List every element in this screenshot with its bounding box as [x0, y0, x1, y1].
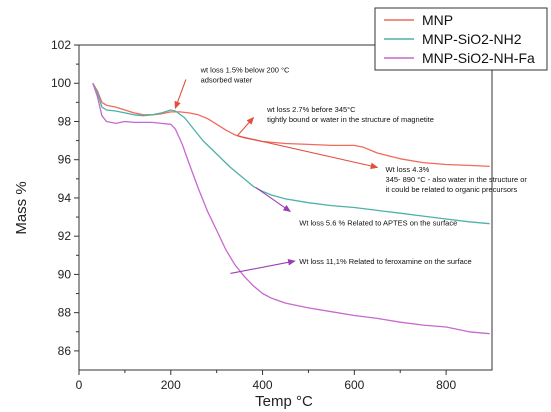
x-tick-label: 200	[161, 378, 181, 392]
annotation-arrow-3	[237, 135, 379, 170]
annotation-arrow-5	[230, 259, 296, 274]
y-axis-title: Mass %	[13, 181, 30, 234]
y-tick-label: 96	[58, 153, 72, 167]
series-line-mnp-sio2-nh2	[92, 82, 490, 225]
y-axis: 86 88 90 92 94 96 98 100 102	[51, 38, 79, 358]
annotation-text-2: tightly bound or water in the structure …	[267, 115, 434, 124]
annotation-text-3: it could be related to organic precursor…	[386, 185, 518, 194]
series-line-mnp-sio2-nh-fa	[92, 82, 490, 335]
annotation-text-3: Wt loss 4.3%	[386, 165, 430, 174]
x-tick-label: 400	[253, 378, 273, 392]
legend-label-mnp-sio2-nh2: MNP-SiO2-NH2	[422, 31, 522, 47]
annotation-arrow-2	[236, 116, 255, 137]
y-tick-label: 94	[58, 191, 72, 205]
series-line-mnp	[92, 82, 490, 168]
legend: MNP MNP-SiO2-NH2 MNP-SiO2-NH-Fa	[374, 7, 548, 71]
x-tick-label: 600	[344, 378, 364, 392]
annotation-text-4: Wt loss 5.6 % Related to APTES on the su…	[299, 219, 457, 228]
annotation-text-3: 345- 890 °C - also water in the structur…	[386, 175, 528, 184]
y-tick-label: 90	[58, 267, 72, 281]
legend-label-mnp-sio2-nh-fa: MNP-SiO2-NH-Fa	[422, 50, 535, 66]
annotation-text-2: wt loss 2.7% before 345°C	[266, 105, 356, 114]
series-layer	[92, 82, 490, 335]
x-tick-label: 0	[76, 378, 83, 392]
y-tick-label: 102	[51, 38, 71, 52]
y-tick-label: 88	[58, 306, 72, 320]
plot-frame	[78, 44, 493, 371]
annotation-arrow-1	[174, 79, 187, 110]
y-tick-label: 100	[51, 76, 71, 90]
x-axis: 0 200 400 600 800	[76, 370, 456, 392]
y-tick-label: 86	[58, 344, 72, 358]
annotation-text-5: Wt loss 11,1% Related to feroxamine on t…	[299, 257, 471, 266]
x-axis-title: Temp °C	[255, 393, 313, 410]
annotation-text-1: adsorbed water	[201, 76, 253, 85]
y-tick-label: 92	[58, 229, 72, 243]
y-tick-label: 98	[58, 114, 72, 128]
x-tick-label: 800	[436, 378, 456, 392]
annotation-arrow-4	[255, 186, 291, 212]
annotation-text-1: wt loss 1.5% below 200 °C	[200, 66, 290, 75]
legend-label-mnp: MNP	[422, 12, 453, 28]
